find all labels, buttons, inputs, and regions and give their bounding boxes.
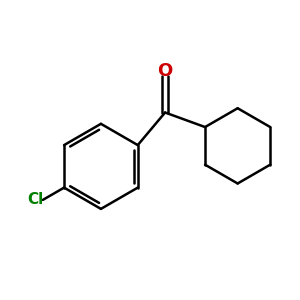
Text: O: O <box>158 62 173 80</box>
Text: Cl: Cl <box>28 192 44 207</box>
